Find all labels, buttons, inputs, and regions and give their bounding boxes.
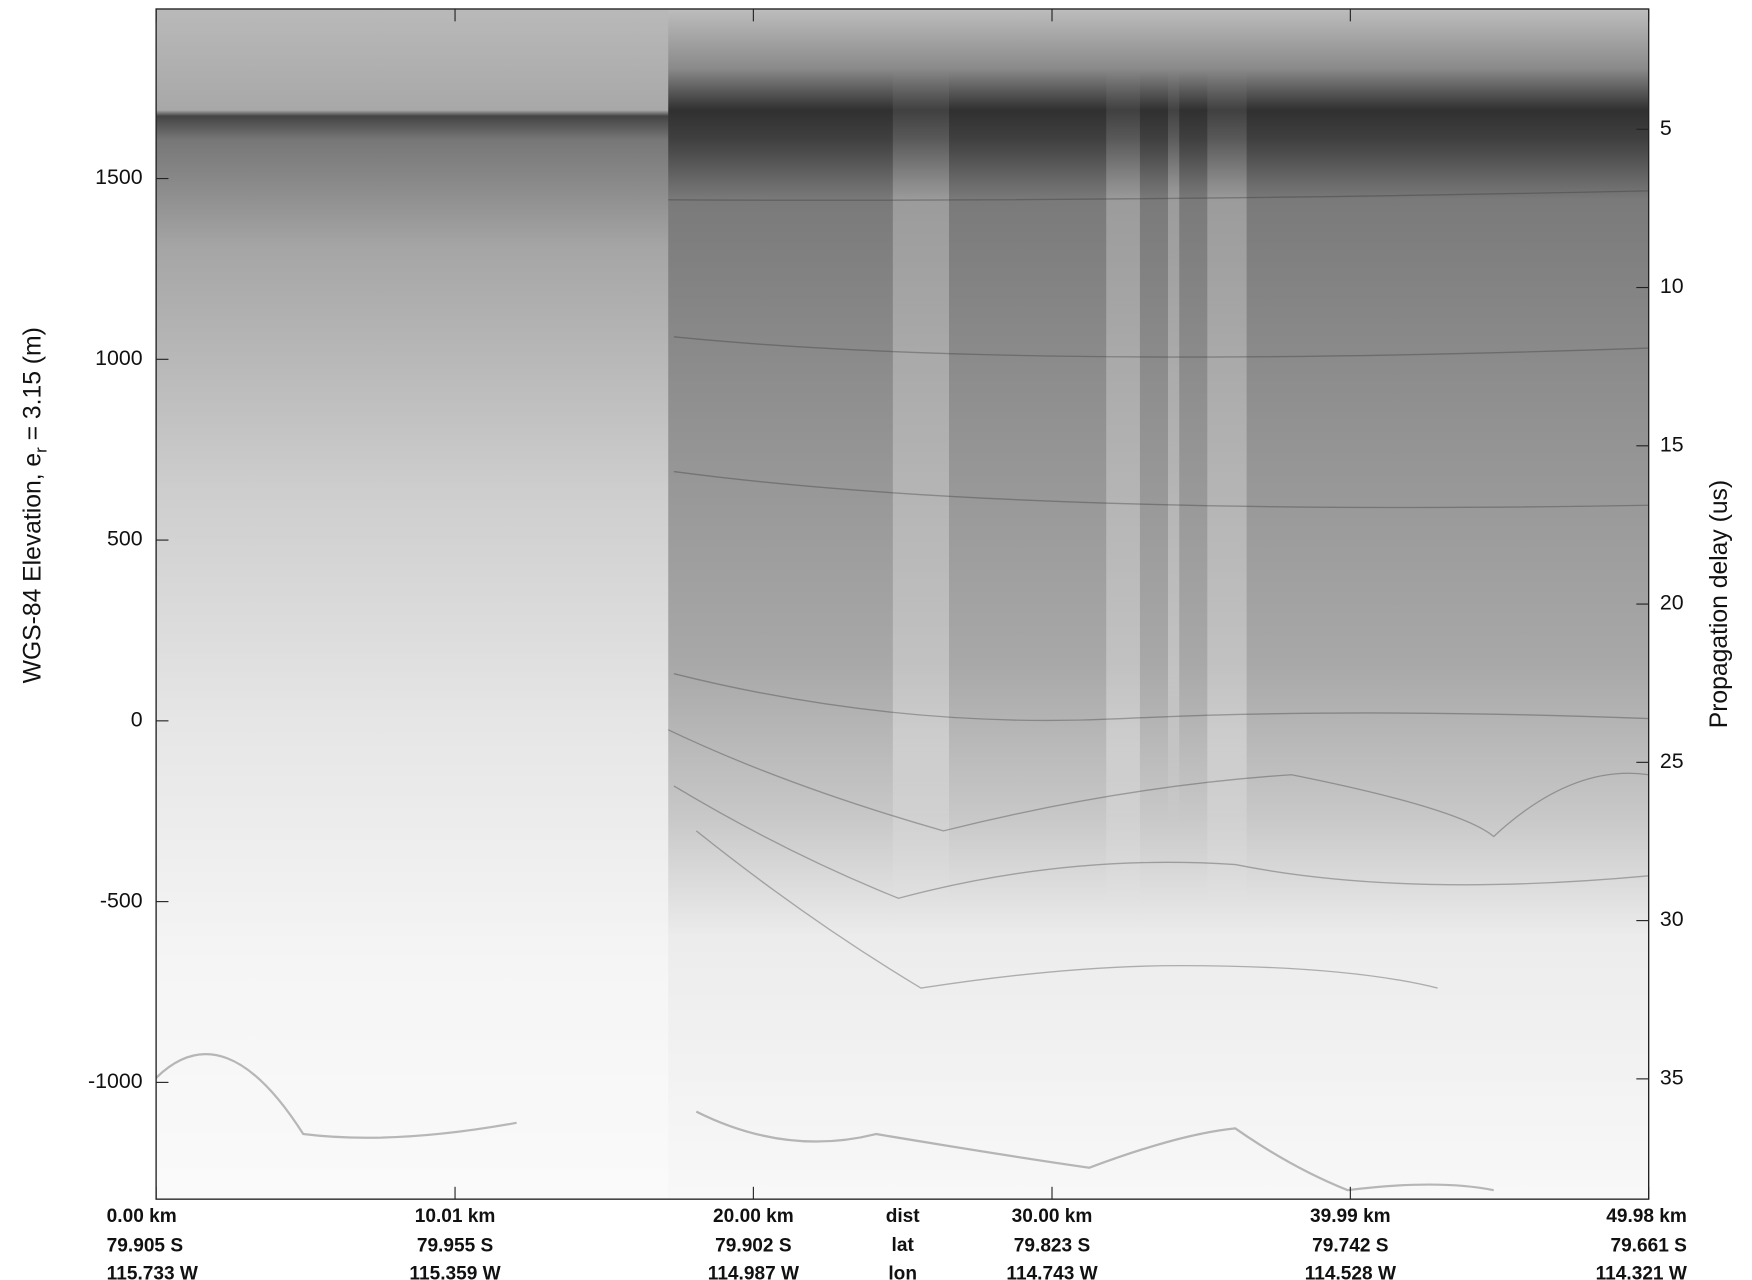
y-tick-label: 0 (131, 707, 143, 731)
lon-label: 114.528 W (1305, 1263, 1396, 1280)
y-tick-label: -500 (100, 888, 143, 912)
lon-label: 114.743 W (1006, 1263, 1097, 1280)
lat-label: 79.742 S (1312, 1235, 1388, 1256)
x-tick-label: 20.00 km (713, 1206, 794, 1227)
y2-tick-label: 30 (1660, 907, 1684, 931)
lat-label: 79.955 S (417, 1235, 493, 1256)
y2-tick-label: 15 (1660, 432, 1684, 456)
row-name: dist (886, 1206, 921, 1227)
y2-tick-label: 25 (1660, 749, 1684, 773)
y-tick-label: -1000 (88, 1069, 143, 1093)
y2-tick-label: 5 (1660, 116, 1672, 140)
radar-image (156, 8, 1649, 1200)
y-axis-label: WGS-84 Elevation, er = 3.15 (m) (19, 327, 51, 683)
y2-tick-label: 35 (1660, 1066, 1684, 1090)
x-tick-label: 30.00 km (1012, 1206, 1093, 1227)
lat-label: 79.823 S (1014, 1235, 1090, 1256)
x-tick-label: 10.01 km (415, 1206, 496, 1227)
lon-label: 114.987 W (708, 1263, 799, 1280)
y2-tick-label: 20 (1660, 591, 1684, 615)
lat-label: 79.905 S (107, 1235, 183, 1256)
y-tick-label: 1000 (95, 346, 143, 370)
lat-label: 79.661 S (1610, 1235, 1686, 1256)
row-name: lon (888, 1263, 917, 1280)
x-tick-label: 49.98 km (1606, 1206, 1687, 1227)
lon-label: 114.321 W (1596, 1263, 1687, 1280)
y2-axis-label: Propagation delay (us) (1706, 480, 1733, 728)
y2-tick-label: 10 (1660, 274, 1684, 298)
y-tick-label: 1500 (95, 165, 143, 189)
row-name: lat (892, 1235, 915, 1256)
x-tick-label: 0.00 km (107, 1206, 177, 1227)
x-tick-label: 39.99 km (1310, 1206, 1391, 1227)
lon-label: 115.733 W (107, 1263, 198, 1280)
lon-label: 115.359 W (409, 1263, 500, 1280)
lat-label: 79.902 S (715, 1235, 791, 1256)
y-tick-label: 500 (107, 527, 143, 551)
